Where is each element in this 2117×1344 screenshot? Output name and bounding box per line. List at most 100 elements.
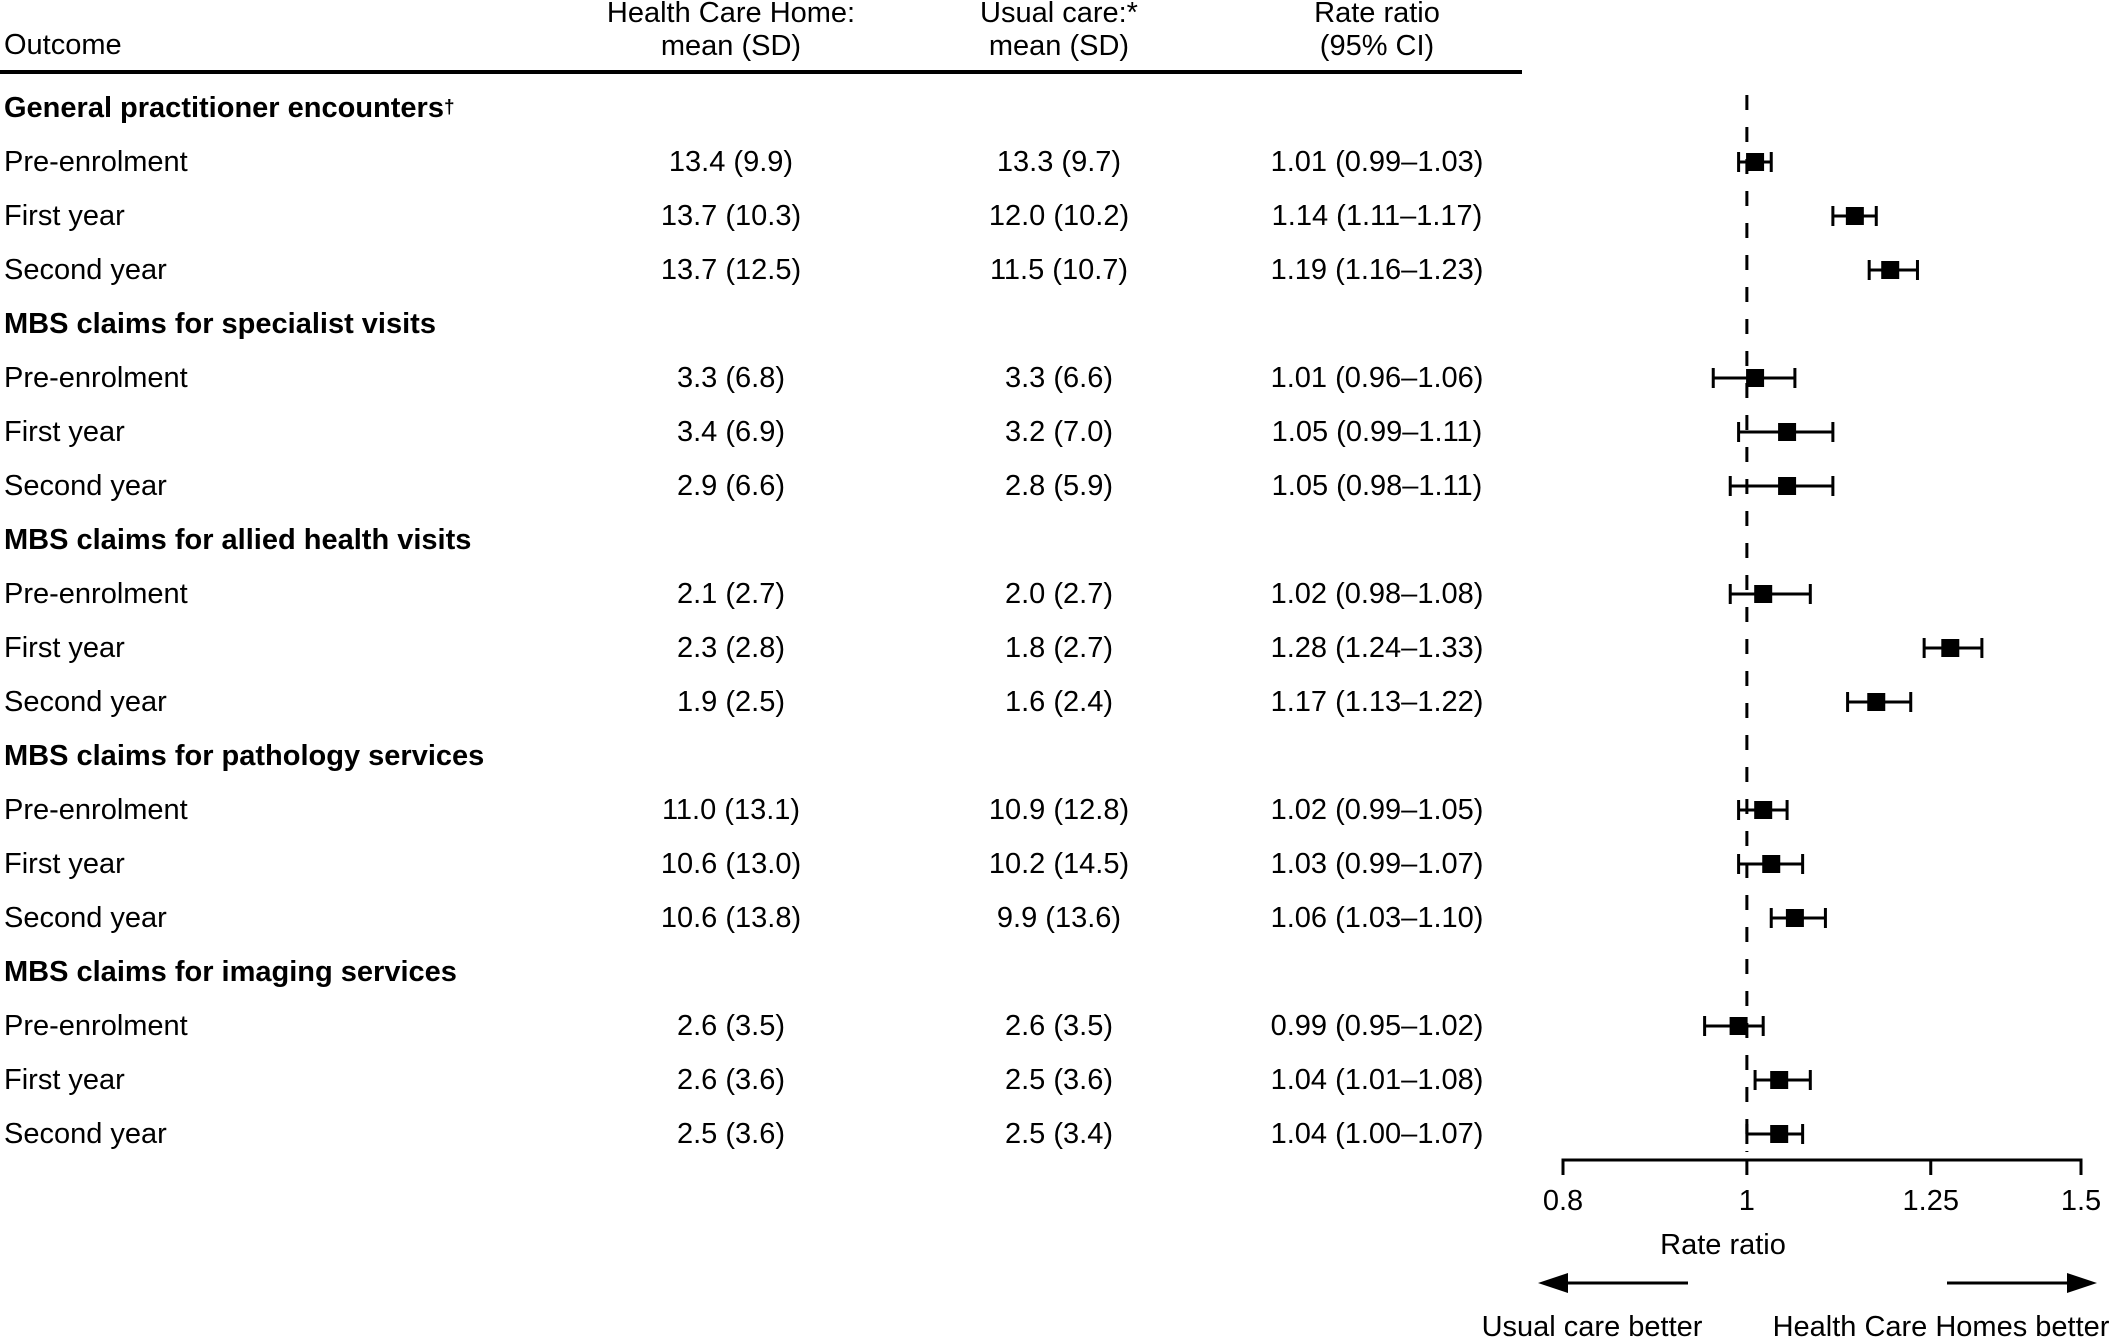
header-rule	[0, 70, 1522, 74]
table-group-row: MBS claims for imaging services	[0, 945, 1530, 999]
hch-mean-sd: 2.3 (2.8)	[677, 631, 785, 664]
row-label: Second year	[4, 469, 167, 502]
usual-mean-sd: 2.5 (3.6)	[1005, 1063, 1113, 1096]
hch-mean-sd: 10.6 (13.8)	[660, 901, 802, 934]
row-label: Pre-enrolment	[4, 793, 188, 826]
hch-mean-sd: 10.6 (13.0)	[660, 847, 802, 880]
estimate-marker	[1778, 477, 1797, 495]
usual-mean-sd: 1.8 (2.7)	[1005, 631, 1113, 664]
rate-ratio-ci: 1.01 (0.96–1.06)	[1270, 361, 1484, 394]
right-arrow-head	[2067, 1273, 2097, 1293]
rate-ratio-ci: 1.05 (0.98–1.11)	[1271, 469, 1483, 502]
hch-mean-sd: 13.7 (12.5)	[660, 253, 802, 286]
row-label: First year	[4, 199, 125, 232]
estimate-marker	[1754, 801, 1773, 819]
table-row: First year 2.3 (2.8) 1.8 (2.7) 1.28 (1.24–1…	[0, 621, 1530, 675]
hch-mean-sd: 13.4 (9.9)	[668, 145, 794, 178]
row-label: First year	[4, 415, 125, 448]
rate-ratio-ci: 1.14 (1.11–1.17)	[1271, 199, 1483, 232]
hch-mean-sd: 11.0 (13.1)	[661, 793, 801, 826]
usual-mean-sd: 3.3 (6.6)	[1005, 361, 1113, 394]
hch-mean-sd: 3.4 (6.9)	[677, 415, 785, 448]
rate-ratio-ci: 0.99 (0.95–1.02)	[1270, 1009, 1484, 1042]
table-row: First year 3.4 (6.9) 3.2 (7.0) 1.05 (0.99–1…	[0, 405, 1530, 459]
row-label: Second year	[4, 253, 167, 286]
table-row: Second year 13.7 (12.5) 11.5 (10.7) 1.19 (1…	[0, 243, 1530, 297]
table-row: Second year 2.5 (3.6) 2.5 (3.4) 1.04 (1.00–…	[0, 1107, 1530, 1161]
estimate-marker	[1845, 207, 1864, 225]
usual-mean-sd: 2.5 (3.4)	[1005, 1117, 1113, 1150]
row-label: First year	[4, 1063, 125, 1096]
table-row: Pre-enrolment 11.0 (13.1) 10.9 (12.8) 1.02 …	[0, 783, 1530, 837]
rate-ratio-ci: 1.06 (1.03–1.10)	[1270, 901, 1484, 934]
group-label: MBS claims for specialist visits	[4, 307, 436, 340]
estimate-marker	[1941, 639, 1960, 657]
left-arrow-head	[1538, 1273, 1568, 1293]
usual-mean-sd: 11.5 (10.7)	[989, 253, 1129, 286]
row-label: Pre-enrolment	[4, 145, 188, 178]
group-label: General practitioner encounters †	[4, 91, 455, 124]
column-header-outcome: Outcome	[4, 29, 122, 61]
estimate-marker	[1778, 423, 1797, 441]
estimate-marker	[1867, 693, 1886, 711]
row-label: First year	[4, 847, 125, 880]
table-row: Second year 1.9 (2.5) 1.6 (2.4) 1.17 (1.13–…	[0, 675, 1530, 729]
estimate-marker	[1762, 855, 1781, 873]
table-row: Second year 10.6 (13.8) 9.9 (13.6) 1.06 (1.…	[0, 891, 1530, 945]
hch-mean-sd: 2.1 (2.7)	[677, 577, 785, 610]
x-axis-tick-label: 0.8	[1543, 1185, 1583, 1217]
estimate-marker	[1746, 153, 1765, 171]
rate-ratio-ci: 1.05 (0.99–1.11)	[1271, 415, 1483, 448]
column-header-usual-care: Usual care:* mean (SD)	[980, 0, 1138, 62]
usual-mean-sd: 13.3 (9.7)	[996, 145, 1122, 178]
group-label: MBS claims for imaging services	[4, 955, 457, 988]
usual-mean-sd: 3.2 (7.0)	[1005, 415, 1113, 448]
hch-mean-sd: 2.6 (3.5)	[677, 1009, 785, 1042]
row-label: Pre-enrolment	[4, 361, 188, 394]
table-group-row: General practitioner encounters †	[0, 81, 1530, 135]
usual-mean-sd: 10.9 (12.8)	[988, 793, 1130, 826]
usual-mean-sd: 12.0 (10.2)	[988, 199, 1130, 232]
column-header-rate-ratio: Rate ratio (95% CI)	[1314, 0, 1440, 62]
dagger-footnote-mark: †	[443, 97, 455, 118]
table-row: Second year 2.9 (6.6) 2.8 (5.9) 1.05 (0.98–…	[0, 459, 1530, 513]
row-label: Pre-enrolment	[4, 1009, 188, 1042]
rate-ratio-ci: 1.19 (1.16–1.23)	[1270, 253, 1484, 286]
row-label: Second year	[4, 685, 167, 718]
usual-mean-sd: 1.6 (2.4)	[1005, 685, 1113, 718]
usual-mean-sd: 9.9 (13.6)	[996, 901, 1122, 934]
estimate-marker	[1729, 1017, 1748, 1035]
table-group-row: MBS claims for pathology services	[0, 729, 1530, 783]
rate-ratio-ci: 1.28 (1.24–1.33)	[1270, 631, 1484, 664]
group-label: MBS claims for allied health visits	[4, 523, 472, 556]
usual-mean-sd: 2.0 (2.7)	[1005, 577, 1113, 610]
direction-label-hch: Health Care Homes better	[1772, 1311, 2110, 1343]
rate-ratio-ci: 1.03 (0.99–1.07)	[1270, 847, 1484, 880]
direction-label-usual-care: Usual care better	[1481, 1311, 1703, 1343]
rate-ratio-ci: 1.02 (0.99–1.05)	[1270, 793, 1484, 826]
estimate-marker	[1746, 369, 1765, 387]
estimate-marker	[1770, 1125, 1789, 1143]
row-label: First year	[4, 631, 125, 664]
hch-mean-sd: 1.9 (2.5)	[677, 685, 785, 718]
table-group-row: MBS claims for specialist visits	[0, 297, 1530, 351]
estimate-marker	[1881, 261, 1900, 279]
group-label: MBS claims for pathology services	[4, 739, 485, 772]
row-label: Second year	[4, 1117, 167, 1150]
x-axis-tick-label: 1	[1739, 1185, 1755, 1217]
usual-mean-sd: 2.6 (3.5)	[1005, 1009, 1113, 1042]
hch-mean-sd: 2.6 (3.6)	[677, 1063, 785, 1096]
rate-ratio-ci: 1.17 (1.13–1.22)	[1270, 685, 1484, 718]
table-row: First year 2.6 (3.6) 2.5 (3.6) 1.04 (1.01–1…	[0, 1053, 1530, 1107]
hch-mean-sd: 2.9 (6.6)	[677, 469, 785, 502]
hch-mean-sd: 13.7 (10.3)	[660, 199, 802, 232]
usual-mean-sd: 2.8 (5.9)	[1005, 469, 1113, 502]
estimate-marker	[1770, 1071, 1789, 1089]
table-row: Pre-enrolment 2.1 (2.7) 2.0 (2.7) 1.02 (0.9…	[0, 567, 1530, 621]
estimate-marker	[1785, 909, 1804, 927]
x-axis-tick-label: 1.25	[1903, 1185, 1959, 1217]
rate-ratio-ci: 1.02 (0.98–1.08)	[1270, 577, 1484, 610]
hch-mean-sd: 2.5 (3.6)	[677, 1117, 785, 1150]
